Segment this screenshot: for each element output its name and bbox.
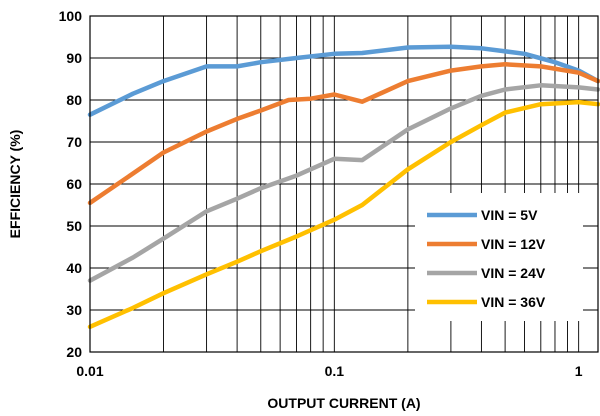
y-tick-label: 30 (66, 302, 82, 318)
x-tick-label: 0.01 (76, 363, 103, 379)
legend-label-vin-36v: VIN = 36V (481, 294, 546, 310)
x-tick-label: 0.1 (325, 363, 345, 379)
series-lines (87, 44, 600, 330)
y-axis-title: EFFICIENCY (%) (7, 130, 23, 239)
y-tick-label: 80 (66, 92, 82, 108)
y-tick-label: 70 (66, 134, 82, 150)
legend: VIN = 5V VIN = 12V VIN = 24V VIN = 36V (415, 193, 583, 321)
series-line-vin-24v (87, 83, 600, 283)
plot-frame (89, 15, 599, 353)
y-tick-labels: 20 30 40 50 60 70 80 90 100 (59, 8, 83, 360)
x-tick-label: 1 (575, 363, 583, 379)
legend-label-vin-12v: VIN = 12V (481, 236, 546, 252)
series-line-vin-36v (87, 99, 600, 330)
y-tick-label: 40 (66, 260, 82, 276)
y-tick-label: 100 (59, 8, 83, 24)
series-line-vin-12v (87, 62, 600, 206)
legend-label-vin-24v: VIN = 24V (481, 265, 546, 281)
y-tick-label: 50 (66, 218, 82, 234)
y-tick-label: 20 (66, 344, 82, 360)
y-tick-label: 60 (66, 176, 82, 192)
x-tick-labels: 0.01 0.1 1 (76, 363, 582, 379)
series-line-vin-5v (87, 44, 600, 117)
x-axis-title: OUTPUT CURRENT (A) (267, 395, 420, 411)
y-tick-label: 90 (66, 50, 82, 66)
legend-label-vin-5v: VIN = 5V (481, 207, 538, 223)
